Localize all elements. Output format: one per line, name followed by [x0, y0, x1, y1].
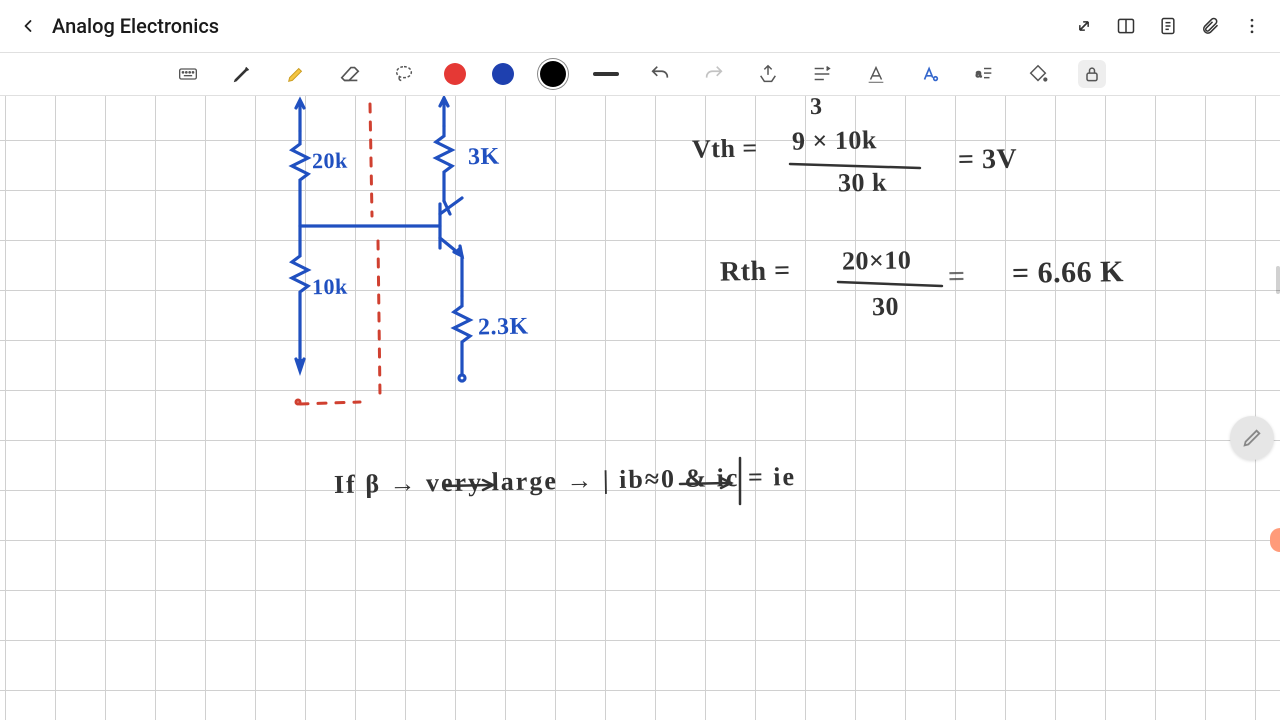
label-r-topleft: 20k: [312, 148, 348, 175]
eq-vth-rhs: = 3V: [958, 143, 1018, 176]
eq-rth-rhs: = 6.66 K: [1012, 255, 1125, 291]
label-r-bottomleft: 10k: [312, 274, 348, 301]
header-actions: [1072, 14, 1264, 38]
eq-top-const: 3: [810, 96, 823, 121]
text-options-icon[interactable]: a: [970, 60, 998, 88]
lock-icon[interactable]: [1078, 60, 1106, 88]
svg-text:a: a: [976, 69, 982, 80]
undo-icon[interactable]: [646, 60, 674, 88]
color-red[interactable]: [444, 63, 466, 85]
paint-bucket-icon[interactable]: [1024, 60, 1052, 88]
notes-icon[interactable]: [1156, 14, 1180, 38]
page-title: Analog Electronics: [52, 14, 219, 38]
eq-vth-lhs: Vth =: [692, 133, 758, 164]
eq-rth-den: 30: [872, 292, 900, 322]
lasso-tool-icon[interactable]: [390, 60, 418, 88]
highlighter-tool-icon[interactable]: [282, 60, 310, 88]
label-r-emitter: 2.3K: [478, 314, 529, 342]
align-icon[interactable]: [808, 60, 836, 88]
split-view-icon[interactable]: [1114, 14, 1138, 38]
eq-rth-num: 20×10: [842, 245, 912, 276]
shape-upload-icon[interactable]: [754, 60, 782, 88]
label-r-topright: 3K: [468, 144, 500, 172]
keyboard-icon[interactable]: [174, 60, 202, 88]
ink-layer: [0, 96, 1280, 720]
eraser-tool-icon[interactable]: [336, 60, 364, 88]
editor-toolbar: a: [0, 52, 1280, 96]
color-black[interactable]: [540, 61, 566, 87]
stroke-weight[interactable]: [592, 60, 620, 88]
pen-tool-icon[interactable]: [228, 60, 256, 88]
color-blue[interactable]: [492, 63, 514, 85]
side-handle[interactable]: [1270, 528, 1280, 552]
handwriting-icon[interactable]: [916, 60, 944, 88]
back-button[interactable]: [16, 14, 40, 38]
more-icon[interactable]: [1240, 14, 1264, 38]
eq-vth-num: 9 × 10k: [792, 125, 877, 156]
eq-rth-lhs: Rth =: [720, 255, 791, 288]
eq-vth-den: 30 k: [838, 168, 887, 199]
drawing-canvas[interactable]: 20k 3K 10k 2.3K 3 Vth = 9 × 10k 30 k = 3…: [0, 96, 1280, 720]
expand-icon[interactable]: [1072, 14, 1096, 38]
text-style-icon[interactable]: [862, 60, 890, 88]
attachment-icon[interactable]: [1198, 14, 1222, 38]
floating-edit-button[interactable]: [1230, 416, 1274, 460]
redo-icon[interactable]: [700, 60, 728, 88]
app-header: Analog Electronics: [0, 0, 1280, 52]
